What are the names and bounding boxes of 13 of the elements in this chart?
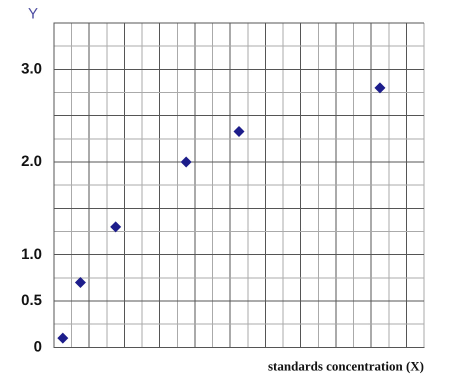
point <box>74 277 86 288</box>
point <box>180 156 192 168</box>
point <box>234 126 244 137</box>
x-axis-title: standards concentration (X) <box>268 358 424 374</box>
y-tick-label: 0 <box>34 338 42 356</box>
y-tick-label: 2.0 <box>21 153 42 170</box>
point <box>57 332 68 344</box>
y-axis-title: Y <box>28 6 38 23</box>
y-tick-label: 0.5 <box>21 292 42 310</box>
y-tick-label: 3.0 <box>21 60 42 78</box>
point <box>110 221 122 232</box>
y-tick-label: 1.0 <box>21 246 42 263</box>
point <box>374 82 386 94</box>
